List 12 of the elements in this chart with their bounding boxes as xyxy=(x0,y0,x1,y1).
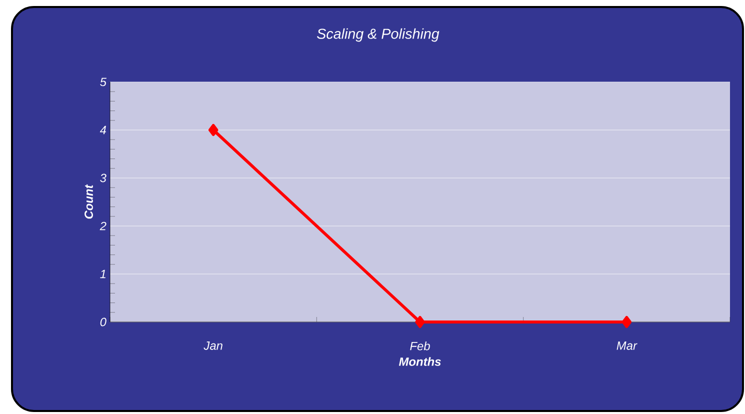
y-tick-label: 1 xyxy=(100,270,106,278)
y-tick-label: 2 xyxy=(100,222,106,230)
x-axis-title: Months xyxy=(398,357,441,366)
y-tick-label: 5 xyxy=(100,78,107,86)
y-tick-label: 3 xyxy=(100,174,106,182)
chart-title: Scaling & Polishing xyxy=(317,28,440,42)
x-tick-label: Mar xyxy=(616,342,638,350)
x-tick-label: Feb xyxy=(410,342,430,350)
x-tick-label: Jan xyxy=(204,342,222,350)
y-axis-title: Count xyxy=(84,184,93,219)
y-tick-label: 0 xyxy=(100,318,106,326)
y-tick-label: 4 xyxy=(100,126,106,134)
